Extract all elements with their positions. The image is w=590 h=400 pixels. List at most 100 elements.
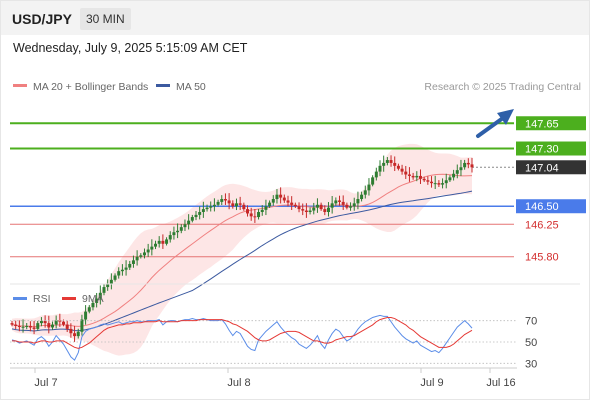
candle: [352, 197, 356, 211]
candle-body: [455, 170, 459, 174]
candle: [154, 240, 158, 250]
candle-body: [411, 175, 415, 178]
candle: [430, 176, 434, 188]
candle-body: [356, 199, 360, 204]
candle-body: [157, 240, 161, 244]
symbol-title: USD/JPY: [12, 11, 72, 27]
candle: [374, 167, 378, 181]
candle: [150, 239, 154, 256]
candle: [393, 156, 397, 172]
candle: [50, 321, 54, 330]
ma20-legend-swatch: [13, 84, 27, 87]
candle-body: [135, 256, 139, 261]
candle: [120, 264, 124, 276]
candle-body: [286, 200, 290, 203]
ma50-legend-label: MA 50: [176, 81, 206, 93]
candle-body: [253, 216, 257, 218]
candle: [227, 193, 231, 210]
candle: [396, 163, 400, 171]
candle-body: [150, 246, 154, 250]
candle-body: [91, 302, 95, 308]
candle: [341, 195, 345, 210]
timeframe-button[interactable]: 30 MIN: [80, 8, 131, 30]
rsi-legend-swatch: [13, 297, 27, 300]
candle: [304, 203, 308, 218]
candle: [301, 203, 305, 216]
candle: [21, 319, 25, 333]
candle: [91, 299, 95, 311]
candle-body: [32, 327, 36, 329]
candle-body: [50, 324, 54, 328]
candle: [194, 210, 198, 221]
ma50-legend-swatch: [156, 84, 170, 87]
rsi-grid: 70 50 30: [10, 316, 537, 370]
candle-body: [470, 164, 474, 168]
candle-body: [120, 269, 124, 272]
candle: [223, 193, 227, 205]
candle-body: [36, 323, 40, 329]
candle-body: [374, 171, 378, 178]
candle: [95, 292, 99, 308]
candle: [36, 320, 40, 331]
candle: [124, 260, 128, 276]
candle: [293, 202, 297, 208]
candle-body: [73, 333, 77, 337]
candle-body: [198, 212, 202, 215]
candle-body: [268, 202, 272, 207]
candle-body: [209, 206, 213, 208]
candle: [330, 195, 334, 214]
candle-body: [128, 263, 132, 268]
candle: [142, 248, 146, 259]
candle-body: [227, 200, 231, 204]
candle: [106, 279, 110, 291]
candle-body: [319, 204, 323, 210]
candle: [249, 207, 253, 221]
candle-body: [407, 174, 411, 176]
candle-body: [297, 206, 301, 210]
rsi-tick-label: 30: [525, 358, 537, 370]
candle: [54, 315, 58, 329]
candle-body: [293, 204, 297, 207]
candle: [441, 178, 445, 189]
candle: [190, 214, 194, 223]
candle-body: [87, 307, 91, 312]
candle: [459, 159, 463, 177]
candle-body: [312, 207, 316, 211]
level-label-support: 146.50: [525, 201, 559, 213]
candle: [253, 208, 257, 223]
candle: [117, 267, 121, 279]
candle: [433, 175, 437, 190]
candle-body: [154, 243, 158, 247]
candle: [73, 325, 77, 343]
candle-body: [444, 180, 448, 184]
candle: [39, 317, 43, 327]
candle-body: [39, 320, 43, 324]
candle: [47, 315, 51, 334]
candle-body: [216, 201, 220, 205]
candle-body: [345, 204, 349, 208]
candle-body: [234, 203, 238, 207]
candle-body: [382, 162, 386, 166]
candle: [25, 322, 29, 330]
candle-body: [65, 324, 69, 329]
candle-body: [179, 227, 183, 231]
candle-body: [459, 167, 463, 171]
candle: [444, 173, 448, 189]
candle-body: [330, 203, 334, 208]
candle: [183, 219, 187, 231]
ma9-legend-swatch: [62, 297, 76, 300]
candle: [80, 314, 84, 336]
candle: [279, 187, 283, 204]
candle: [271, 195, 275, 206]
level-label-target_low: 146.25: [525, 219, 559, 231]
candle: [246, 205, 250, 217]
candle-body: [238, 203, 242, 205]
candle: [286, 195, 290, 207]
candle: [165, 237, 169, 246]
candle-body: [257, 212, 261, 218]
candle-body: [448, 177, 452, 181]
candle: [128, 260, 132, 270]
candle-body: [404, 171, 408, 175]
candle: [437, 180, 441, 188]
